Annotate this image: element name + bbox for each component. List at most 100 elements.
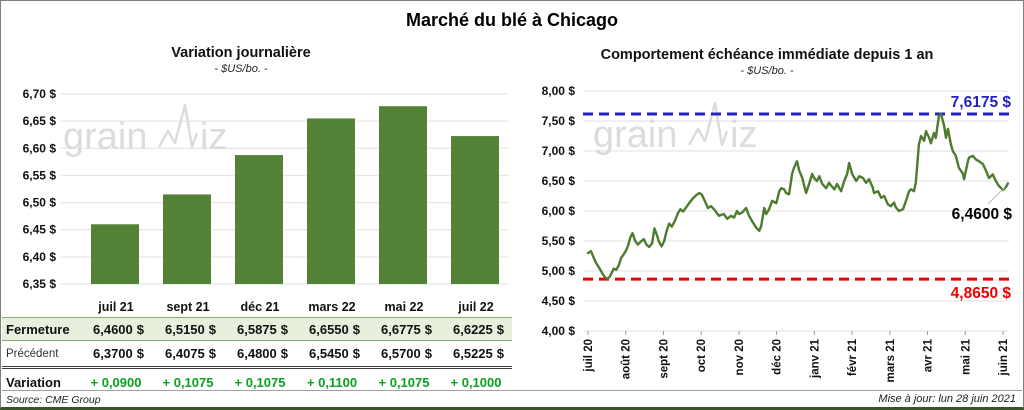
price-value: 6,6775 xyxy=(381,321,421,337)
x-axis-label: juil 20 xyxy=(583,339,595,373)
cell-prev-3: 6,5450 $ xyxy=(296,340,368,369)
cell-prev-1: 6,4075 $ xyxy=(152,340,224,369)
price-cell-content: 6,5150 $ xyxy=(152,322,224,337)
currency-symbol: $ xyxy=(424,346,432,361)
quote-table: juil 21 sept 21 déc 21 mars 22 mai 22 juil 22… xyxy=(2,297,512,395)
row-label-prev: Précédent xyxy=(2,340,80,369)
y-axis-label: 6,50 $ xyxy=(23,196,57,210)
y-axis-label: 6,00 $ xyxy=(542,204,576,218)
line-chart-title: Comportement échéance immédiate depuis 1… xyxy=(600,47,934,63)
column-header-2: déc 21 xyxy=(240,300,280,314)
price-cell-content: 6,3700 $ xyxy=(80,346,152,361)
bar-1 xyxy=(163,194,211,284)
price-cell-content: 6,5225 $ xyxy=(440,346,512,361)
column-header-0: juil 21 xyxy=(98,300,134,314)
watermark-line-glyph xyxy=(687,101,729,147)
x-axis-label: mai 21 xyxy=(960,338,972,374)
y-axis-label: 7,50 $ xyxy=(542,114,576,128)
currency-symbol: $ xyxy=(496,346,504,361)
table-row-prev: Précédent 6,3700 $6,4075 $6,4800 $6,5450 $6,5… xyxy=(2,340,512,369)
cell-var-1: + 0,1075 xyxy=(162,374,214,390)
price-cell-content: 6,6550 $ xyxy=(296,322,368,337)
currency-symbol: $ xyxy=(208,346,216,361)
price-value: 6,5225 xyxy=(453,346,493,361)
y-axis-label: 6,60 $ xyxy=(23,141,57,155)
price-cell-content: 6,6775 $ xyxy=(368,322,440,337)
cell-close-5: 6,6225 $ xyxy=(440,317,512,341)
currency-symbol: $ xyxy=(280,346,288,361)
bar-chart-subtitle: - $US/bo. - xyxy=(214,63,268,75)
footer-divider xyxy=(2,390,1022,391)
y-axis-label: 4,50 $ xyxy=(542,294,576,308)
y-axis-label: 8,00 $ xyxy=(542,84,576,98)
column-header-4: mai 22 xyxy=(384,300,424,314)
currency-symbol: $ xyxy=(136,346,144,361)
cell-var-3: + 0,1100 xyxy=(306,374,358,390)
x-axis-label: avr 21 xyxy=(923,338,935,372)
price-value: 6,5450 xyxy=(309,346,349,361)
price-value: 6,5150 xyxy=(165,321,205,337)
table-header-row: juil 21 sept 21 déc 21 mars 22 mai 22 juil 22 xyxy=(2,297,512,318)
price-value: 6,4075 xyxy=(165,346,205,361)
currency-symbol: $ xyxy=(136,321,144,337)
currency-symbol: $ xyxy=(352,321,360,337)
x-axis-label: févr 21 xyxy=(847,338,859,376)
y-axis-label: 6,50 $ xyxy=(542,174,576,188)
y-axis-label: 6,35 $ xyxy=(23,277,57,291)
cell-close-0: 6,4600 $ xyxy=(80,317,152,341)
price-value: 6,4800 xyxy=(237,346,277,361)
x-axis-label: août 20 xyxy=(621,339,633,379)
price-cell-content: 6,4800 $ xyxy=(224,346,296,361)
cell-prev-4: 6,5700 $ xyxy=(368,340,440,369)
cell-var-4: + 0,1075 xyxy=(378,374,430,390)
y-axis-label: 6,40 $ xyxy=(23,250,57,264)
y-axis-label: 7,00 $ xyxy=(542,144,576,158)
cell-prev-2: 6,4800 $ xyxy=(224,340,296,369)
cell-close-2: 6,5875 $ xyxy=(224,317,296,341)
line-chart: 8,00 $ 7,50 $ 7,00 $ 6,50 $ 6,00 $ 5,50 $ 5,00… xyxy=(542,84,1013,382)
watermark-text-grain: grain xyxy=(593,114,678,156)
column-header-1: sept 21 xyxy=(166,300,210,314)
price-cell-content: 6,4075 $ xyxy=(152,346,224,361)
currency-symbol: $ xyxy=(208,321,216,337)
price-cell-content: 6,4600 $ xyxy=(80,322,152,337)
column-header-3: mars 22 xyxy=(308,300,356,314)
cell-close-1: 6,5150 $ xyxy=(152,317,224,341)
line-chart-subtitle: - $US/bo. - xyxy=(740,65,794,77)
y-axis-label: 6,55 $ xyxy=(23,168,57,182)
price-cell-content: 6,5700 $ xyxy=(368,346,440,361)
y-axis-label: 6,65 $ xyxy=(23,114,57,128)
grainwiz-watermark: grain iz xyxy=(593,101,757,156)
bar-2 xyxy=(235,155,283,284)
price-cell-content: 6,5450 $ xyxy=(296,346,368,361)
currency-symbol: $ xyxy=(352,346,360,361)
bar-5 xyxy=(451,136,499,284)
price-value: 6,4600 xyxy=(93,321,133,337)
x-axis-label: juin 21 xyxy=(998,338,1010,376)
table-row-var: Variation + 0,0900 + 0,1075 + 0,1075 + 0,110… xyxy=(2,368,512,396)
cell-close-4: 6,6775 $ xyxy=(368,317,440,341)
bar-chart: 6,70 $ 6,65 $ 6,60 $ 6,55 $ 6,50 $ 6,45 $ 6,40… xyxy=(23,87,509,291)
bar-chart-title: Variation journalière xyxy=(171,45,311,61)
y-axis-label: 6,45 $ xyxy=(23,223,57,237)
y-axis-label: 6,70 $ xyxy=(23,87,57,101)
page-title: Marché du blé à Chicago xyxy=(405,10,619,30)
watermark-text-iz: iz xyxy=(730,114,757,156)
y-axis-label: 4,00 $ xyxy=(542,324,576,338)
price-value: 6,3700 xyxy=(93,346,133,361)
x-axis-label: nov 20 xyxy=(734,339,746,375)
row-label-close: Fermeture xyxy=(2,317,80,341)
bar-4 xyxy=(379,106,427,284)
last-value-callout xyxy=(987,187,1006,205)
price-cell-content: 6,5875 $ xyxy=(224,322,296,337)
bar-3 xyxy=(307,118,355,284)
x-axis-label: déc 20 xyxy=(772,339,784,375)
table-corner-cell xyxy=(2,297,80,318)
footer-source: Source: CME Group xyxy=(6,394,101,406)
watermark-text-iz: iz xyxy=(200,116,227,158)
low-value-label: 4,8650 $ xyxy=(951,285,1012,302)
currency-symbol: $ xyxy=(280,321,288,337)
x-axis-label: mars 21 xyxy=(885,338,897,382)
x-axis-label: sept 20 xyxy=(658,339,670,379)
x-axis-label: oct 20 xyxy=(696,339,708,372)
